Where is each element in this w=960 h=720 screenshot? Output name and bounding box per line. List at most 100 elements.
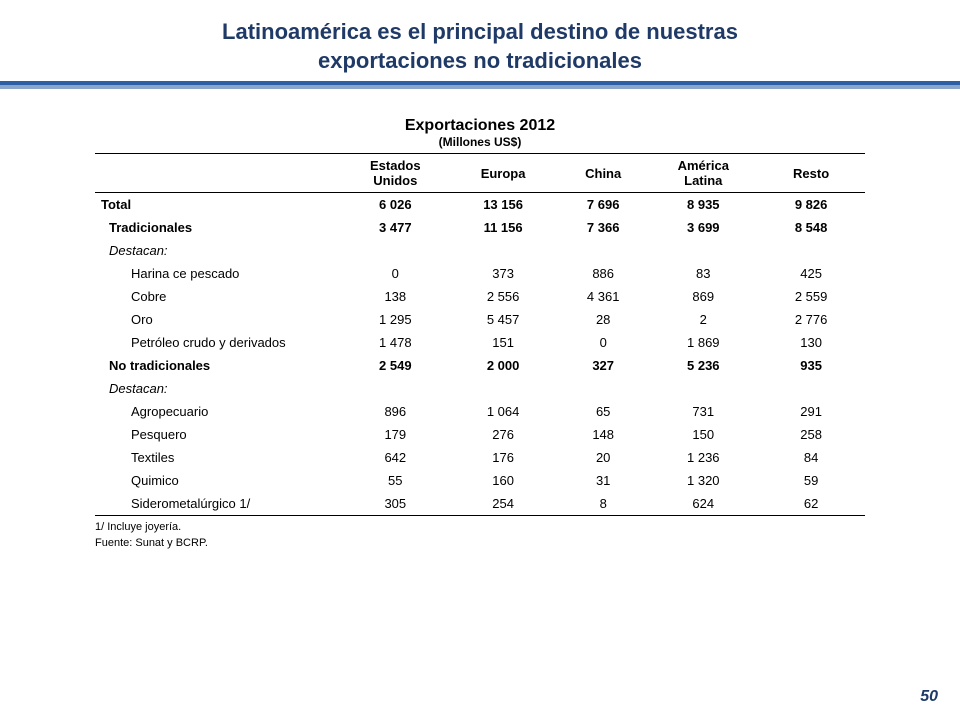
table-header-row: EstadosUnidosEuropaChinaAméricaLatinaRes… (95, 154, 865, 193)
table-row: Destacan: (95, 377, 865, 400)
table-row: Agropecuario8961 06465731291 (95, 400, 865, 423)
row-label: Oro (95, 308, 341, 331)
row-value: 3 477 (341, 216, 449, 239)
row-value: 151 (449, 331, 557, 354)
row-label: Petróleo crudo y derivados (95, 331, 341, 354)
footnote-line: 1/ Incluye joyería. (95, 520, 865, 535)
table-header-cell: Resto (757, 154, 865, 193)
row-value: 425 (757, 262, 865, 285)
row-value: 327 (557, 354, 649, 377)
row-value: 624 (649, 492, 757, 516)
row-value: 0 (341, 262, 449, 285)
row-value: 28 (557, 308, 649, 331)
row-value: 5 457 (449, 308, 557, 331)
row-value: 176 (449, 446, 557, 469)
row-value (449, 239, 557, 262)
table-row: Harina ce pescado037388683425 (95, 262, 865, 285)
table-title: Exportaciones 2012 (95, 117, 865, 135)
row-value: 11 156 (449, 216, 557, 239)
table-row: Petróleo crudo y derivados1 47815101 869… (95, 331, 865, 354)
row-value: 2 559 (757, 285, 865, 308)
row-label: Quimico (95, 469, 341, 492)
row-value: 258 (757, 423, 865, 446)
row-value: 305 (341, 492, 449, 516)
row-value (341, 239, 449, 262)
table-header-cell: Europa (449, 154, 557, 193)
row-label: Tradicionales (95, 216, 341, 239)
row-value: 291 (757, 400, 865, 423)
row-label: Destacan: (95, 239, 341, 262)
row-value: 148 (557, 423, 649, 446)
row-value: 642 (341, 446, 449, 469)
row-label: Total (95, 193, 341, 217)
row-value: 65 (557, 400, 649, 423)
row-value: 3 699 (649, 216, 757, 239)
table-header-cell (95, 154, 341, 193)
row-value (341, 377, 449, 400)
table-body: Total6 02613 1567 6968 9359 826Tradicion… (95, 193, 865, 516)
table-header-cell: EstadosUnidos (341, 154, 449, 193)
row-value: 138 (341, 285, 449, 308)
row-label: Agropecuario (95, 400, 341, 423)
row-value (449, 377, 557, 400)
row-label: No tradicionales (95, 354, 341, 377)
row-value (757, 377, 865, 400)
row-value (557, 239, 649, 262)
row-value: 869 (649, 285, 757, 308)
row-value: 160 (449, 469, 557, 492)
table-footnotes: 1/ Incluye joyería.Fuente: Sunat y BCRP. (95, 520, 865, 551)
title-underline (0, 81, 960, 89)
table-row: Pesquero179276148150258 (95, 423, 865, 446)
row-value: 0 (557, 331, 649, 354)
row-label: Cobre (95, 285, 341, 308)
row-value: 2 549 (341, 354, 449, 377)
row-value (757, 239, 865, 262)
title-line2: exportaciones no tradicionales (222, 47, 738, 76)
row-value: 935 (757, 354, 865, 377)
row-label: Harina ce pescado (95, 262, 341, 285)
row-value: 31 (557, 469, 649, 492)
table-container: Exportaciones 2012 (Millones US$) Estado… (95, 117, 865, 551)
row-value: 9 826 (757, 193, 865, 217)
row-value: 2 (649, 308, 757, 331)
row-value: 55 (341, 469, 449, 492)
row-value: 8 935 (649, 193, 757, 217)
row-value: 896 (341, 400, 449, 423)
row-value: 373 (449, 262, 557, 285)
row-value: 8 548 (757, 216, 865, 239)
row-value: 84 (757, 446, 865, 469)
table-row: No tradicionales2 5492 0003275 236935 (95, 354, 865, 377)
table-row: Siderometalúrgico 1/305254862462 (95, 492, 865, 516)
slide-title: Latinoamérica es el principal destino de… (222, 18, 738, 75)
row-value: 5 236 (649, 354, 757, 377)
table-row: Cobre1382 5564 3618692 559 (95, 285, 865, 308)
row-value: 254 (449, 492, 557, 516)
row-value: 2 556 (449, 285, 557, 308)
table-row: Total6 02613 1567 6968 9359 826 (95, 193, 865, 217)
row-value: 276 (449, 423, 557, 446)
table-row: Quimico55160311 32059 (95, 469, 865, 492)
row-value: 20 (557, 446, 649, 469)
table-row: Textiles642176201 23684 (95, 446, 865, 469)
row-value: 1 295 (341, 308, 449, 331)
row-value: 83 (649, 262, 757, 285)
row-label: Textiles (95, 446, 341, 469)
row-value: 62 (757, 492, 865, 516)
row-value: 1 869 (649, 331, 757, 354)
table-subtitle: (Millones US$) (95, 135, 865, 149)
export-table: EstadosUnidosEuropaChinaAméricaLatinaRes… (95, 153, 865, 516)
row-value: 1 478 (341, 331, 449, 354)
row-value: 59 (757, 469, 865, 492)
row-label: Siderometalúrgico 1/ (95, 492, 341, 516)
row-value: 1 236 (649, 446, 757, 469)
table-row: Tradicionales3 47711 1567 3663 6998 548 (95, 216, 865, 239)
row-value: 2 000 (449, 354, 557, 377)
title-line1: Latinoamérica es el principal destino de… (222, 18, 738, 47)
row-value: 4 361 (557, 285, 649, 308)
row-value: 8 (557, 492, 649, 516)
row-value: 7 696 (557, 193, 649, 217)
row-value: 13 156 (449, 193, 557, 217)
row-value: 886 (557, 262, 649, 285)
row-value (649, 239, 757, 262)
table-row: Oro1 2955 4572822 776 (95, 308, 865, 331)
